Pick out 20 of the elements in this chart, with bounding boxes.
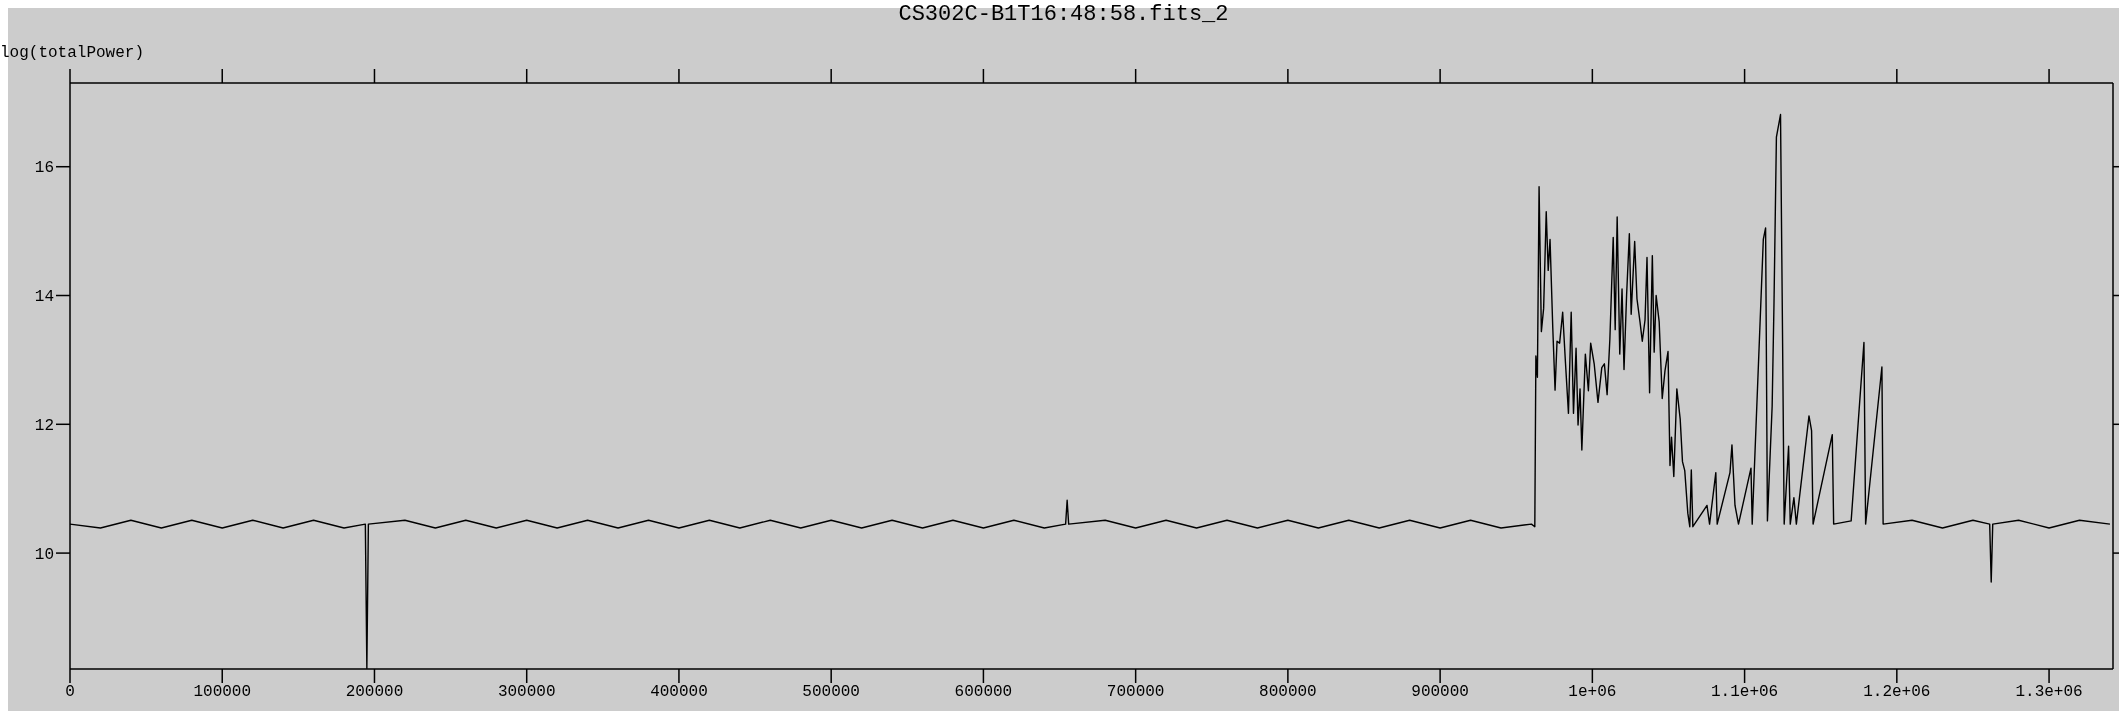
y-tick-label: 16 — [34, 159, 54, 178]
x-tick-label: 900000 — [1411, 683, 1469, 702]
x-tick-label: 0 — [65, 683, 75, 702]
y-tick-label: 10 — [34, 545, 54, 564]
x-tick-label: 400000 — [650, 683, 708, 702]
x-tick-label: 1.1e+06 — [1710, 683, 1779, 702]
x-tick-label: 1.2e+06 — [1863, 683, 1931, 702]
y-tick-label: 14 — [34, 288, 54, 307]
x-tick-label: 100000 — [193, 683, 252, 702]
x-tick-label: 600000 — [954, 683, 1013, 702]
y-axis-title: log(totalPower) — [0, 44, 145, 62]
chart-title: CS302C-B1T16:48:58.fits_2 — [897, 2, 1230, 27]
x-tick-label: 1e+06 — [1568, 683, 1617, 702]
x-tick-label: 700000 — [1106, 683, 1165, 702]
x-tick-label: 500000 — [802, 683, 860, 702]
x-tick-label: 1.3e+06 — [2015, 683, 2083, 702]
x-tick-label: 800000 — [1259, 683, 1317, 702]
x-tick-label: 300000 — [497, 683, 556, 702]
y-tick-label: 12 — [34, 416, 54, 435]
x-tick-label: 200000 — [345, 683, 404, 702]
